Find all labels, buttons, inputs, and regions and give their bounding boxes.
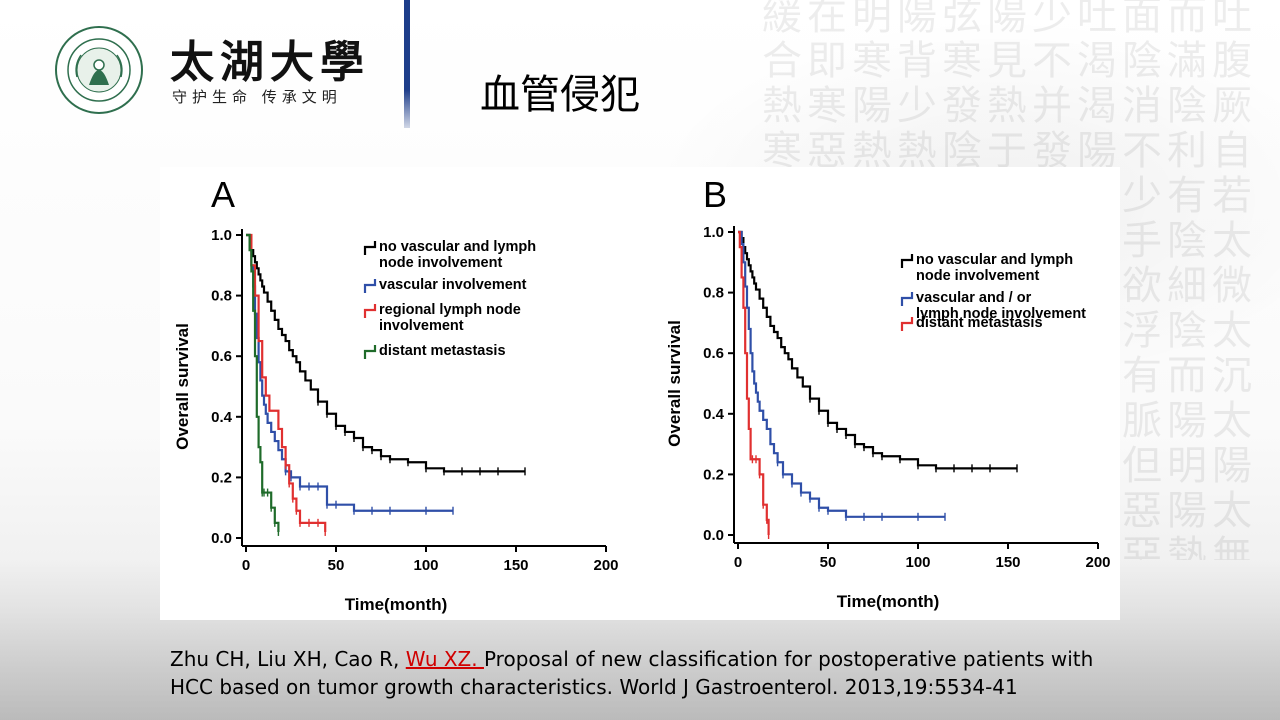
university-slogan: 守护生命 传承文明 xyxy=(172,88,342,106)
header-divider xyxy=(404,0,410,128)
survival-curve xyxy=(246,233,327,532)
background-calligraphy-column: 吐腹厥自若太微太沉太陽太無 xyxy=(1212,0,1252,560)
y-tick-label: 0.4 xyxy=(703,406,725,423)
background-calligraphy-column: 陽背少熱 xyxy=(897,0,937,174)
legend-label: no vascular and lymph xyxy=(916,252,1073,268)
citation-text: Proposal of new classification for posto… xyxy=(170,647,1094,699)
survival-curve xyxy=(246,233,453,512)
x-axis-label: Time(month) xyxy=(345,595,448,614)
y-axis-label: Overall survival xyxy=(173,323,192,450)
survival-figure: A 0.0 0.2 0.4 0.6 0.8 1.0 0 50 100 150 200 Time(mont… xyxy=(160,167,1120,620)
slide-title: 血管侵犯 xyxy=(480,72,640,118)
slide-header: 太湖大學 守护生命 传承文明 xyxy=(0,0,1280,135)
background-calligraphy-column: 明寒陽熱 xyxy=(852,0,892,174)
x-tick-label: 0 xyxy=(734,554,742,571)
legend-swatch xyxy=(900,254,914,268)
university-logo-text: 太湖大學 xyxy=(170,37,370,88)
legend-swatch xyxy=(363,345,377,359)
x-tick-label: 50 xyxy=(328,557,345,574)
legend-swatch xyxy=(363,241,377,255)
x-tick-label: 150 xyxy=(503,557,528,574)
x-tick-label: 200 xyxy=(1085,554,1110,571)
citation-author-link[interactable]: Wu XZ. xyxy=(405,647,484,671)
x-tick-label: 0 xyxy=(242,557,250,574)
legend-swatch xyxy=(900,292,914,306)
survival-curve xyxy=(738,230,945,518)
legend-label: distant metastasis xyxy=(916,315,1043,331)
x-tick-label: 50 xyxy=(820,554,837,571)
background-calligraphy-column: 在即寒惡 xyxy=(807,0,847,174)
y-tick-label: 0.4 xyxy=(211,409,233,426)
panel-label: B xyxy=(703,174,727,215)
x-tick-label: 150 xyxy=(995,554,1020,571)
legend-swatch xyxy=(363,304,377,318)
legend-label: node involvement xyxy=(916,268,1039,284)
y-tick-label: 0.8 xyxy=(703,285,724,302)
survival-curves-svg: A 0.0 0.2 0.4 0.6 0.8 1.0 0 50 100 150 200 Time(mont… xyxy=(173,174,1111,614)
x-tick-label: 200 xyxy=(593,557,618,574)
y-tick-label: 1.0 xyxy=(703,224,724,241)
survival-curve xyxy=(246,233,525,473)
y-tick-label: 0.8 xyxy=(211,288,232,305)
legend-swatch xyxy=(363,279,377,293)
x-tick-label: 100 xyxy=(905,554,930,571)
background-calligraphy-column: 弦寒發陰 xyxy=(942,0,982,174)
panel-label: A xyxy=(211,174,235,215)
reference-citation: Zhu CH, Liu XH, Cao R, Wu XZ. Proposal o… xyxy=(170,645,1110,701)
background-calligraphy-column: 而滿陰利有陰細陰而陽明陽熱 xyxy=(1167,0,1207,560)
y-tick-label: 1.0 xyxy=(211,227,232,244)
legend-label: lymph node involvement xyxy=(916,306,1086,322)
y-tick-label: 0.6 xyxy=(211,348,232,365)
background-calligraphy-column: 面陰消不少手欲浮有脈但惡惡 xyxy=(1122,0,1162,560)
y-tick-label: 0.0 xyxy=(703,527,724,544)
citation-authors: Zhu CH, Liu XH, Cao R, xyxy=(170,647,406,671)
background-calligraphy-column: 陽見熱于 xyxy=(987,0,1027,174)
x-axis-label: Time(month) xyxy=(837,592,940,611)
y-axis-label: Overall survival xyxy=(665,320,684,447)
legend-label: node involvement xyxy=(379,255,502,271)
x-tick-label: 100 xyxy=(413,557,438,574)
y-tick-label: 0.2 xyxy=(211,469,232,486)
legend-label: regional lymph node xyxy=(379,302,521,318)
legend-label: vascular and / or xyxy=(916,290,1032,306)
legend-label: distant metastasis xyxy=(379,343,506,359)
legend-label: involvement xyxy=(379,318,464,334)
y-tick-label: 0.2 xyxy=(703,466,724,483)
background-calligraphy-column: 緩合熱寒 xyxy=(762,0,802,174)
university-seal-logo xyxy=(55,26,143,114)
y-tick-label: 0.6 xyxy=(703,345,724,362)
survival-curve xyxy=(738,230,1017,470)
y-tick-label: 0.0 xyxy=(211,530,232,547)
background-calligraphy-column: 少不并發 xyxy=(1032,0,1072,174)
legend-label: no vascular and lymph xyxy=(379,239,536,255)
legend-swatch xyxy=(900,317,914,331)
legend-label: vascular involvement xyxy=(379,277,527,293)
